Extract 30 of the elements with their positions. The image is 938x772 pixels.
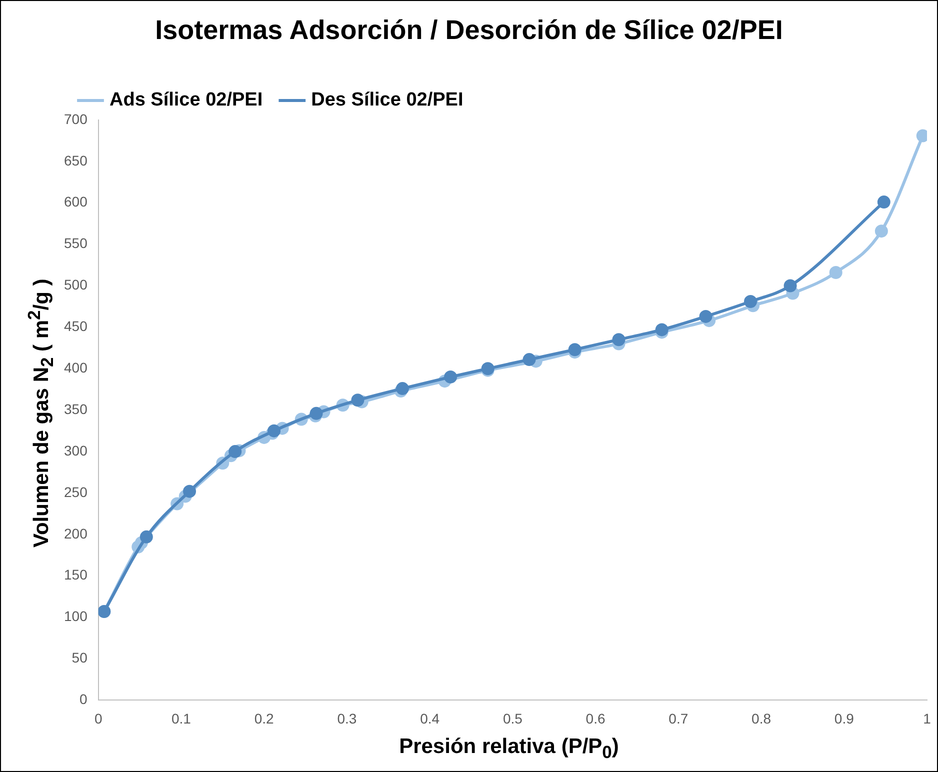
y-tick-label: 600 bbox=[64, 194, 88, 210]
x-tick-label: 0 bbox=[94, 710, 102, 726]
y-tick-label: 250 bbox=[64, 484, 88, 500]
y-tick-label: 100 bbox=[64, 608, 88, 624]
y-tick-label: 300 bbox=[64, 442, 88, 458]
y-tick-label: 50 bbox=[72, 650, 88, 666]
y-tick-label: 500 bbox=[64, 276, 88, 293]
y-tick-label: 700 bbox=[64, 110, 88, 127]
chart-title: Isotermas Adsorción / Desorción de Sílice 02/PEI bbox=[154, 15, 784, 46]
legend-label: Ads Sílice 02/PEI bbox=[110, 90, 263, 111]
x-tick-label: 1 bbox=[923, 710, 932, 726]
y-tick-label: 200 bbox=[64, 525, 88, 542]
x-tick-label: 0.8 bbox=[752, 710, 772, 726]
legend-label: Des Sílice 02/PEI bbox=[311, 90, 464, 111]
y-tick-label: 150 bbox=[64, 566, 88, 583]
y-tick-label: 350 bbox=[64, 400, 88, 417]
x-tick-label: 0.2 bbox=[254, 710, 274, 726]
y-tick-label: 450 bbox=[64, 318, 88, 334]
y-tick-label: 400 bbox=[64, 360, 88, 376]
x-tick-label: 0.4 bbox=[420, 710, 440, 726]
x-tick-label: 0.3 bbox=[337, 710, 357, 726]
x-tick-label: 0.9 bbox=[834, 710, 854, 726]
y-tick-label: 650 bbox=[64, 152, 88, 168]
x-axis-title: Presión relativa (P/P$_{0}$) bbox=[398, 735, 620, 764]
x-tick-label: 0.1 bbox=[171, 710, 192, 726]
x-tick-label: 0.6 bbox=[586, 710, 606, 726]
y-tick-label: 550 bbox=[64, 235, 88, 252]
y-tick-label: 0 bbox=[80, 691, 88, 708]
x-tick-label: 0.5 bbox=[502, 710, 523, 726]
x-tick-label: 0.7 bbox=[668, 710, 688, 726]
